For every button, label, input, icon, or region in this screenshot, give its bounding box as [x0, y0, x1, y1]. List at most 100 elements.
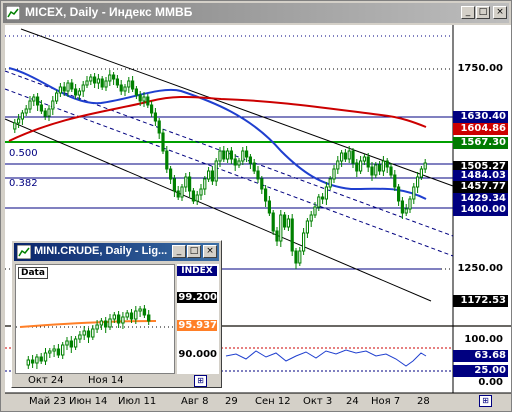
channel-lower[interactable]: [4, 118, 432, 302]
candle-body: [91, 328, 95, 338]
minimize-button[interactable]: _: [461, 6, 475, 19]
mini-date-label: Ноя 14: [88, 375, 124, 386]
candle-body: [36, 96, 40, 106]
mini-candlestick-series[interactable]: [26, 305, 151, 369]
price-label-navy: 1484.03: [453, 170, 508, 182]
price-label-navy: 1429.34: [453, 193, 508, 205]
candle-body: [214, 160, 218, 182]
candle-body: [39, 104, 43, 112]
candle-body: [332, 168, 336, 180]
candle-body: [397, 186, 401, 202]
mini-plot-area[interactable]: Data: [15, 264, 175, 374]
candlestick-series[interactable]: [13, 70, 427, 269]
date-label: Июн 14: [69, 396, 108, 407]
candle-body: [43, 352, 48, 362]
candle-body: [233, 158, 237, 166]
candle-body: [309, 214, 313, 222]
candle-body: [112, 74, 116, 80]
candle-body: [100, 78, 104, 88]
candle-body: [294, 250, 298, 264]
candle-body: [340, 152, 344, 162]
mini-scroll-to-end-icon[interactable]: ⊞: [194, 375, 207, 387]
candle-body: [393, 174, 397, 188]
candle-body: [104, 80, 108, 88]
candle-body: [112, 314, 116, 320]
osc-value-label: 63.68: [453, 350, 508, 362]
mini-minimize-button[interactable]: _: [172, 245, 186, 258]
candle-body: [336, 160, 340, 170]
candle-body: [404, 208, 408, 214]
candle-body: [176, 190, 180, 198]
mini-price-label-orange: 95.937: [177, 320, 217, 331]
candle-body: [142, 308, 147, 316]
mini-close-button[interactable]: ×: [203, 245, 217, 258]
date-label: Авг 8: [181, 396, 209, 407]
mini-price-scale-90: 90.000: [178, 349, 217, 360]
maximize-button[interactable]: □: [476, 6, 490, 19]
candle-body: [264, 188, 268, 202]
channel-upper[interactable]: [20, 28, 454, 187]
candle-body: [210, 170, 215, 182]
candle-body: [157, 120, 161, 134]
candle-body: [317, 196, 321, 208]
title-bar[interactable]: MICEX, Daily - Индекс ММВБ _ □ ×: [3, 3, 509, 23]
candle-body: [51, 100, 55, 110]
candle-body: [298, 250, 302, 264]
candle-body: [20, 112, 24, 120]
mini-chart-window[interactable]: MINI.CRUDE, Daily - Lig... _ □ × Data IN…: [11, 240, 222, 388]
candle-body: [370, 166, 374, 176]
candle-body: [56, 348, 61, 356]
candle-body: [116, 314, 121, 324]
candle-body: [43, 110, 47, 117]
candle-body: [267, 200, 271, 214]
candle-body: [248, 156, 253, 164]
candle-body: [165, 150, 169, 170]
candle-body: [81, 84, 85, 92]
candle-body: [355, 162, 359, 172]
candle-body: [416, 176, 420, 188]
osc-scale-100: 100.00: [464, 334, 503, 345]
date-label: Июл 11: [118, 396, 157, 407]
oscillator-line[interactable]: [225, 349, 427, 367]
date-label: Окт 3: [303, 396, 333, 407]
candle-body: [359, 160, 363, 172]
candle-body: [127, 80, 131, 88]
candle-body: [58, 86, 62, 94]
window-title: MICEX, Daily - Индекс ММВБ: [25, 5, 193, 19]
price-scale-1750: 1750.00: [457, 63, 503, 74]
mini-price-scale: INDEX 99.200 95.937 90.000: [177, 264, 219, 374]
candle-body: [283, 214, 287, 228]
candle-body: [172, 178, 177, 192]
candle-body: [408, 198, 412, 210]
close-button[interactable]: ×: [493, 6, 507, 19]
moving-average-blue[interactable]: [8, 67, 427, 200]
candle-body: [123, 86, 127, 92]
mini-title-bar[interactable]: MINI.CRUDE, Daily - Lig... _ □ ×: [14, 243, 219, 261]
candle-body: [108, 74, 112, 82]
mini-maximize-button[interactable]: □: [187, 245, 201, 258]
mini-price-chart[interactable]: [16, 265, 174, 373]
candle-body: [138, 94, 142, 102]
candle-body: [99, 320, 104, 326]
date-label: 24: [346, 396, 359, 407]
candle-body: [134, 310, 138, 320]
candle-body: [131, 80, 135, 90]
candle-body: [62, 86, 66, 92]
candle-body: [77, 90, 82, 96]
fib-label-0500: 0.500: [9, 148, 38, 159]
scroll-to-end-icon[interactable]: ⊞: [479, 395, 492, 407]
candle-body: [119, 84, 123, 92]
candle-body: [73, 338, 78, 348]
candle-body: [39, 356, 43, 362]
price-label-red: 1604.86: [453, 123, 508, 135]
candle-body: [271, 212, 275, 232]
price-label-navy: 1400.00: [453, 204, 508, 216]
candle-body: [385, 160, 389, 168]
candle-body: [423, 162, 427, 170]
moving-average-red[interactable]: [8, 95, 427, 142]
candle-body: [191, 190, 196, 202]
candle-body: [115, 78, 120, 86]
candle-body: [389, 166, 393, 176]
candle-body: [260, 178, 264, 190]
